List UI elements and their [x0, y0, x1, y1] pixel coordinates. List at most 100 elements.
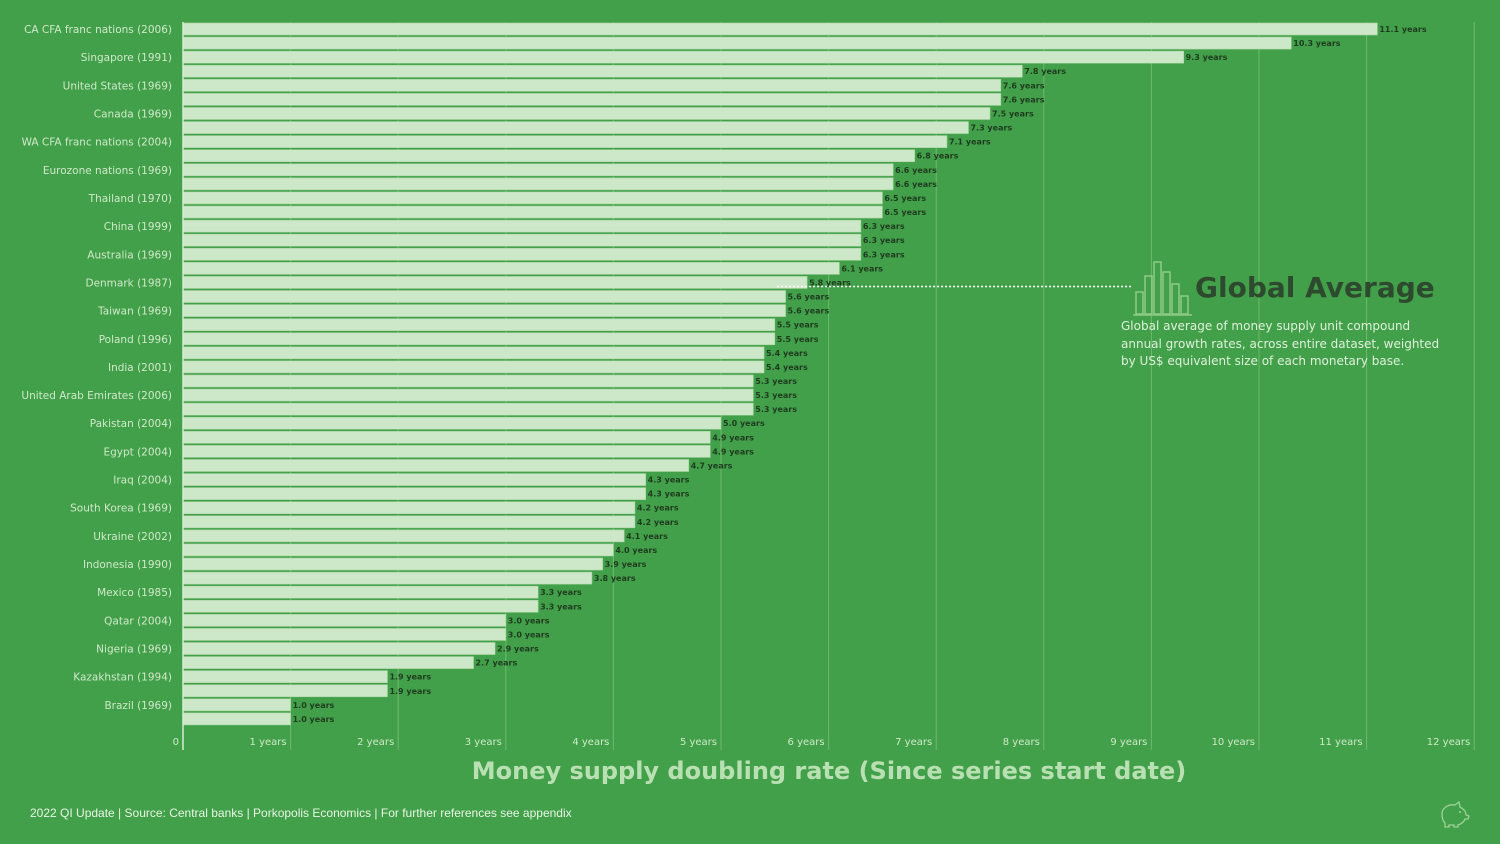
category-label: United States (1969)	[63, 80, 172, 92]
bar	[182, 205, 883, 219]
category-label: Brazil (1969)	[104, 700, 172, 712]
footer-source: 2022 QI Update | Source: Central banks |…	[30, 806, 572, 820]
value-label: 3.0 years	[508, 630, 550, 639]
bar	[182, 163, 894, 177]
bar	[182, 712, 291, 726]
value-label: 5.5 years	[777, 321, 819, 330]
value-label: 4.0 years	[615, 546, 657, 555]
bar	[182, 290, 786, 303]
value-label: 4.2 years	[637, 518, 679, 527]
bar-chart-icon	[1133, 261, 1192, 316]
category-label: India (2001)	[108, 362, 172, 374]
bar	[182, 585, 539, 599]
value-label: 5.0 years	[723, 419, 765, 428]
value-label: 5.6 years	[788, 293, 830, 302]
bar	[182, 684, 388, 698]
bar	[182, 670, 388, 683]
value-label: 5.4 years	[766, 349, 808, 358]
global-average-description: Global average of money supply unit comp…	[1121, 319, 1440, 368]
x-tick-label: 5 years	[680, 737, 717, 748]
value-label: 5.4 years	[766, 363, 808, 372]
bar	[182, 599, 539, 613]
value-label: 4.7 years	[691, 461, 733, 470]
bar	[182, 135, 948, 148]
value-label: 3.0 years	[508, 616, 550, 625]
bar	[182, 233, 862, 247]
bar	[182, 529, 625, 543]
category-label: Mexico (1985)	[97, 587, 172, 599]
value-label: 7.1 years	[949, 138, 991, 147]
value-label: 6.6 years	[895, 166, 937, 175]
bar	[182, 388, 754, 402]
value-label: 7.6 years	[1003, 81, 1045, 90]
bar	[182, 571, 593, 585]
value-label: 3.8 years	[594, 574, 636, 583]
category-label: China (1999)	[104, 221, 172, 233]
category-labels: CA CFA franc nations (2006) Singapore (19…	[21, 24, 172, 712]
value-label: 7.8 years	[1024, 67, 1066, 76]
value-label: 6.5 years	[884, 194, 926, 203]
value-label: 5.3 years	[755, 405, 797, 414]
value-label: 4.2 years	[637, 504, 679, 513]
bar	[182, 642, 496, 655]
value-label: 4.9 years	[712, 447, 754, 456]
value-label: 5.6 years	[788, 307, 830, 316]
value-label: 6.3 years	[863, 222, 905, 231]
bar	[182, 64, 1023, 78]
x-tick-label: 6 years	[788, 737, 825, 748]
x-tick-label: 8 years	[1003, 737, 1040, 748]
bar	[182, 402, 754, 416]
x-tick-label: 3 years	[465, 737, 502, 748]
bar	[182, 656, 474, 669]
value-labels: 11.1 years 10.3 years 9.3 years 7.8 years 7.…	[293, 25, 1427, 724]
x-tick-label: 12 years	[1427, 737, 1470, 748]
value-label: 3.3 years	[540, 588, 582, 597]
category-label: Qatar (2004)	[104, 615, 172, 627]
value-label: 4.1 years	[626, 532, 668, 541]
category-label: Taiwan (1969)	[97, 306, 172, 318]
value-label: 1.0 years	[293, 715, 335, 724]
global-average-title: Global Average	[1195, 271, 1435, 304]
bar	[182, 416, 722, 430]
value-label: 4.3 years	[648, 476, 690, 485]
category-label: South Korea (1969)	[70, 503, 172, 515]
value-label: 5.3 years	[755, 391, 797, 400]
bar	[182, 276, 808, 289]
bar	[182, 191, 883, 205]
x-tick-label: 1 years	[250, 737, 287, 748]
pig-logo-icon	[1441, 800, 1470, 828]
value-label: 10.3 years	[1293, 39, 1341, 48]
value-label: 2.7 years	[476, 659, 518, 668]
value-label: 4.3 years	[648, 490, 690, 499]
value-label: 6.6 years	[895, 180, 937, 189]
category-label: Poland (1996)	[99, 334, 172, 346]
value-label: 7.3 years	[970, 124, 1012, 133]
category-label: Kazakhstan (1994)	[73, 672, 172, 684]
bar	[182, 473, 646, 486]
bar	[182, 487, 646, 500]
x-tick-label: 9 years	[1110, 737, 1147, 748]
bar	[182, 304, 786, 317]
bar	[182, 149, 915, 163]
bar	[182, 93, 1002, 106]
value-label: 6.8 years	[917, 152, 959, 161]
bar	[182, 360, 765, 374]
x-tick-label: 0	[173, 737, 179, 748]
category-label: Indonesia (1990)	[83, 559, 172, 571]
bar	[182, 614, 507, 627]
bar	[182, 557, 603, 571]
bar	[182, 36, 1292, 50]
value-label: 5.3 years	[755, 377, 797, 386]
value-label: 3.9 years	[605, 560, 647, 569]
bar	[182, 374, 754, 388]
value-label: 6.1 years	[841, 264, 883, 273]
category-label: Nigeria (1969)	[96, 644, 172, 656]
category-label: Australia (1969)	[87, 249, 172, 261]
bar	[182, 698, 291, 712]
value-label: 1.9 years	[389, 687, 431, 696]
bar	[182, 50, 1184, 64]
bar	[182, 332, 776, 346]
category-label: Canada (1969)	[94, 108, 172, 120]
category-label: Ukraine (2002)	[93, 531, 172, 543]
